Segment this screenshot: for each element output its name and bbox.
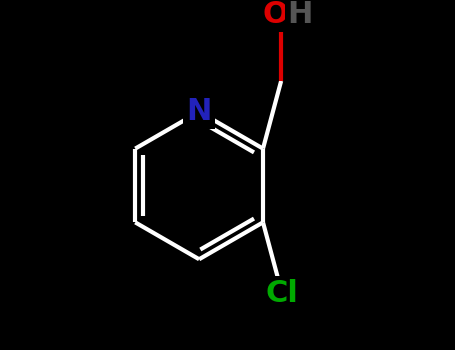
Text: O: O	[263, 0, 288, 29]
Text: Cl: Cl	[266, 279, 298, 308]
Text: N: N	[187, 97, 212, 126]
Text: H: H	[287, 0, 312, 29]
